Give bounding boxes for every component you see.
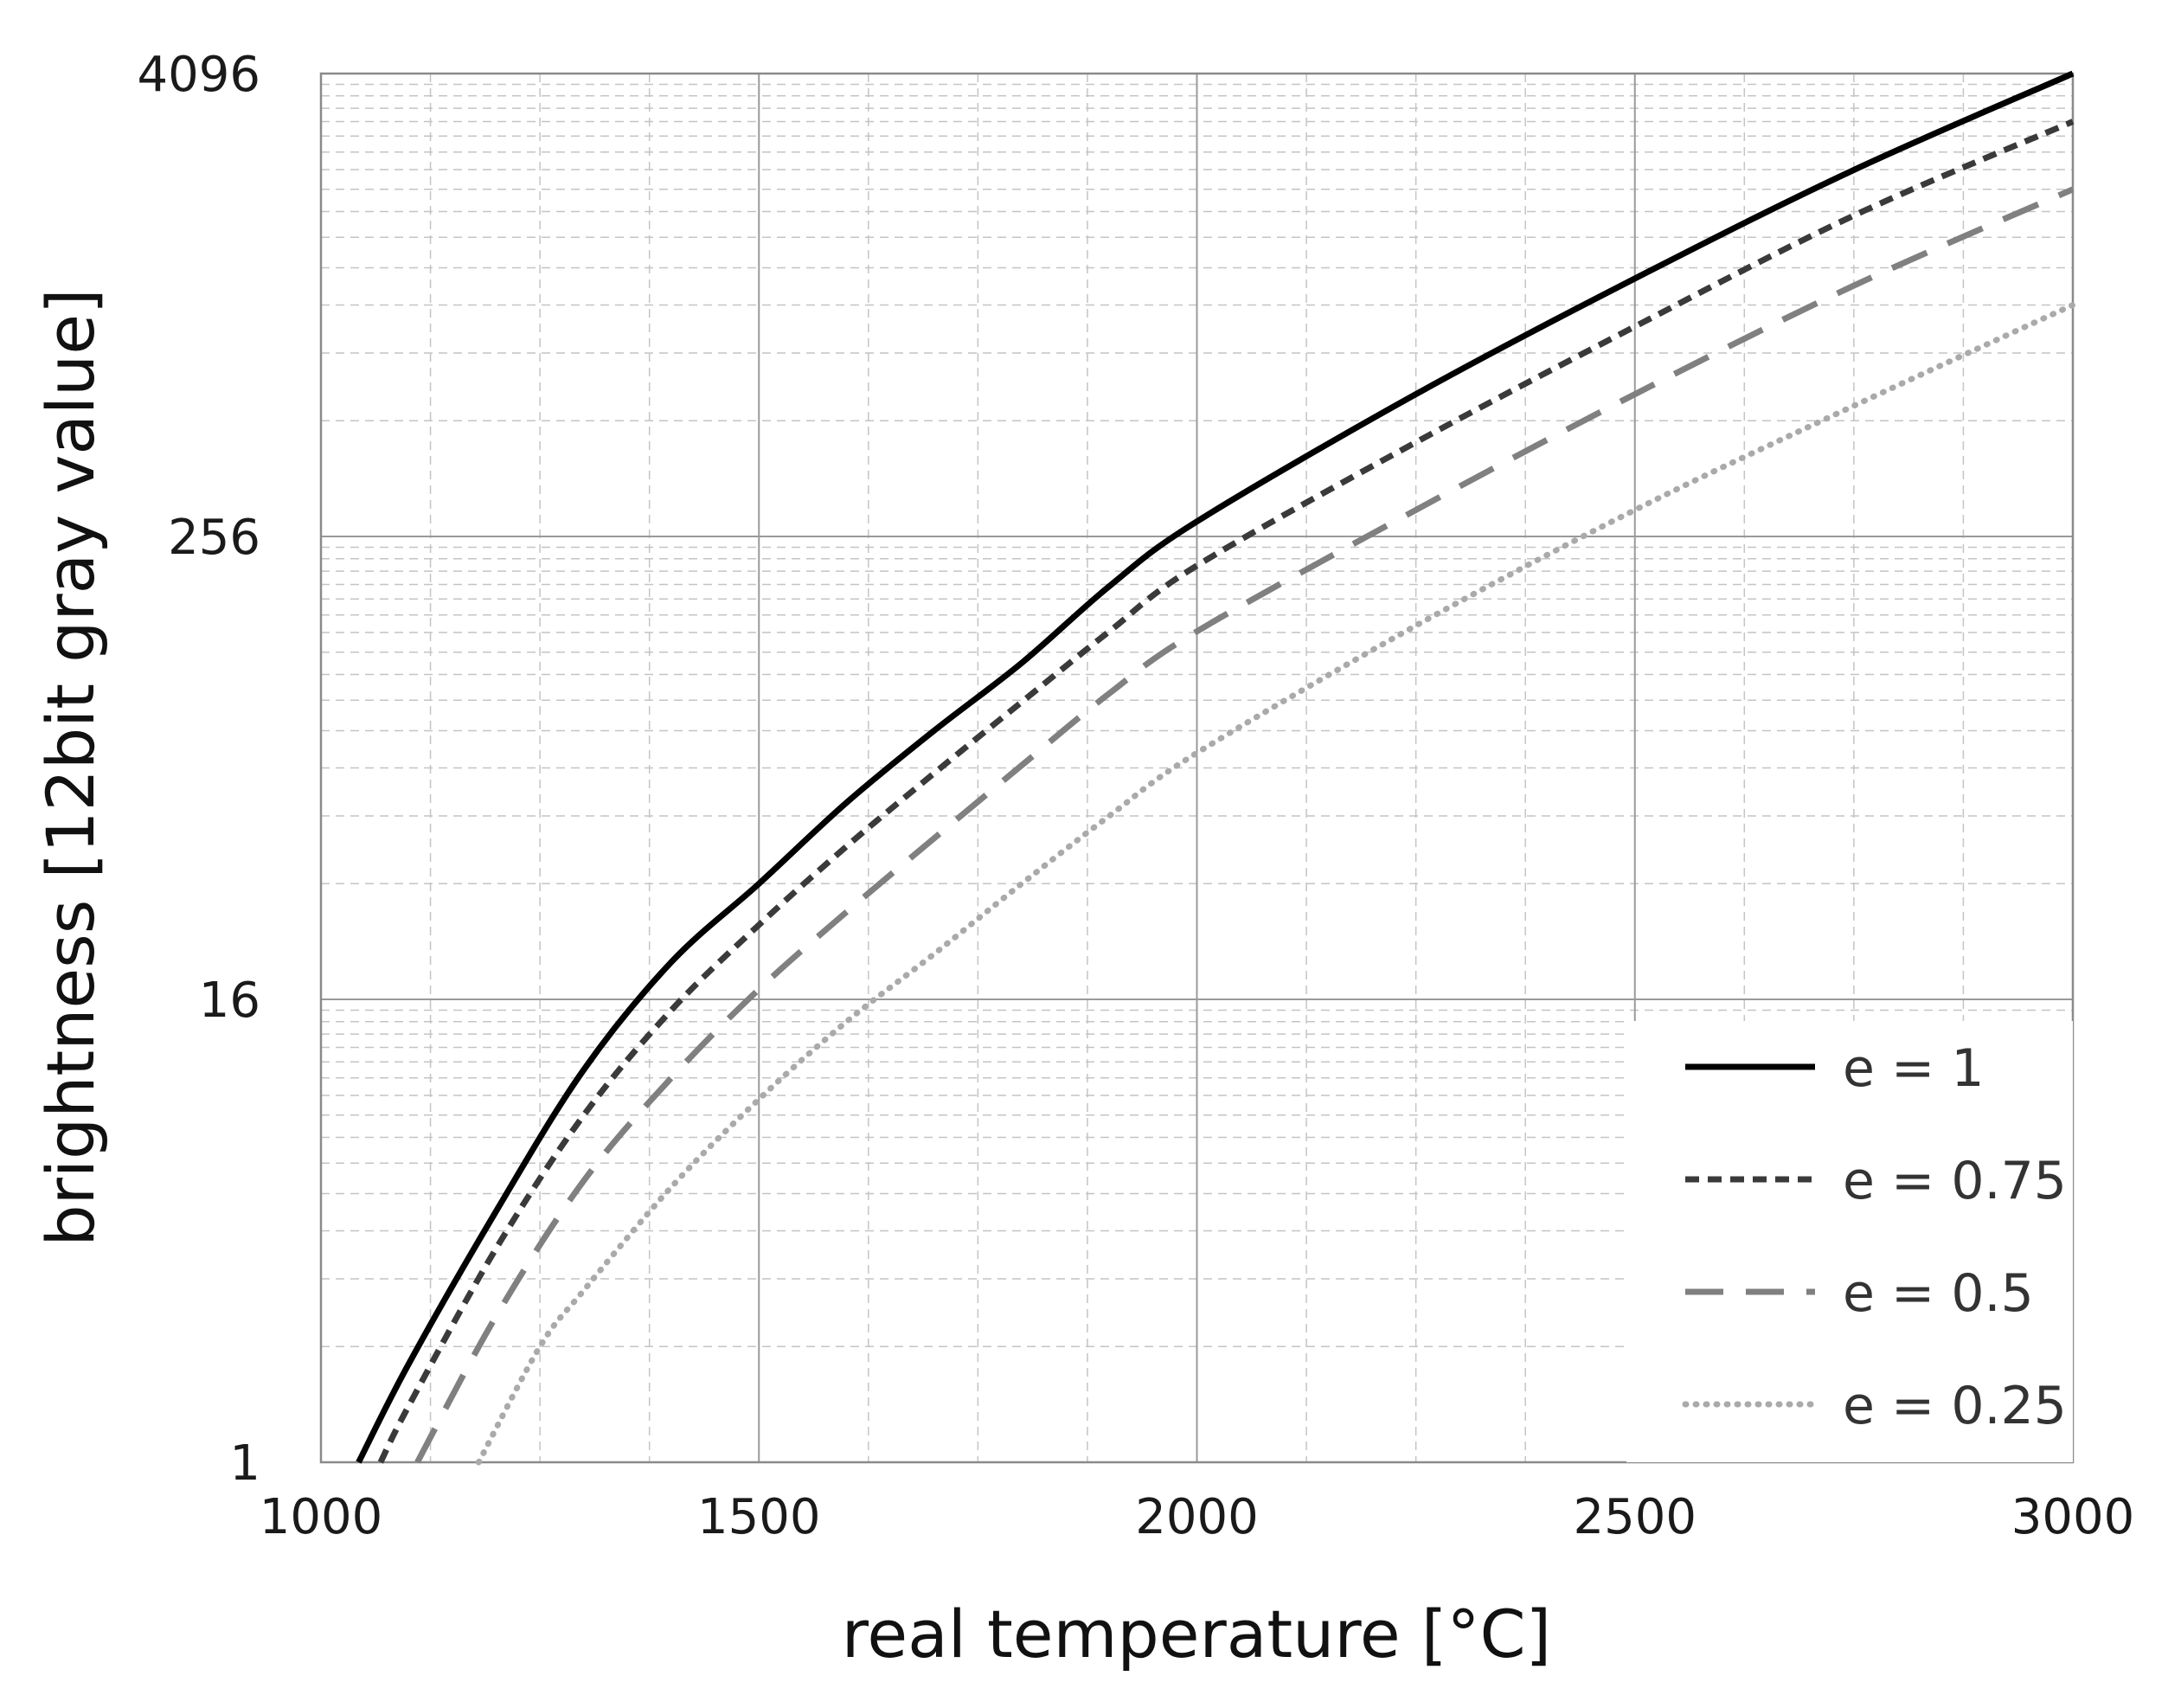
series-line-4 bbox=[475, 302, 2076, 1466]
series-line-3 bbox=[414, 186, 2075, 1464]
series-line-1 bbox=[356, 70, 2075, 1464]
legend-label-3: e = 0.5 bbox=[1843, 1263, 2034, 1324]
x-axis-title: real temperature [°C] bbox=[842, 1596, 1551, 1673]
y-tick-label: 256 bbox=[168, 510, 260, 566]
x-tick-label: 1000 bbox=[260, 1489, 383, 1545]
y-tick-label: 4096 bbox=[137, 47, 260, 103]
series-layer bbox=[356, 70, 2076, 1466]
x-tick-label: 2000 bbox=[1135, 1489, 1259, 1545]
legend-label-1: e = 1 bbox=[1843, 1038, 1985, 1099]
y-axis-title: brightness [12bit gray value] bbox=[32, 288, 109, 1246]
y-tick-label: 16 bbox=[199, 973, 260, 1029]
x-tick-label: 2500 bbox=[1573, 1489, 1697, 1545]
y-tick-label: 1 bbox=[229, 1435, 260, 1492]
x-axis-tick-labels: 1000 1500 2000 2500 3000 bbox=[260, 1489, 2135, 1545]
series-line-2 bbox=[377, 119, 2075, 1464]
x-tick-label: 1500 bbox=[697, 1489, 821, 1545]
plot-area-frame bbox=[319, 72, 2075, 1464]
legend-background bbox=[1626, 1021, 2073, 1462]
x-tick-label: 3000 bbox=[2011, 1489, 2135, 1545]
legend-label-4: e = 0.25 bbox=[1843, 1376, 2067, 1436]
legend: e = 1 e = 0.75 e = 0.5 e = 0.25 bbox=[1626, 1021, 2073, 1462]
y-axis-tick-labels: 1 16 256 4096 bbox=[137, 47, 260, 1492]
legend-label-2: e = 0.75 bbox=[1843, 1151, 2067, 1211]
